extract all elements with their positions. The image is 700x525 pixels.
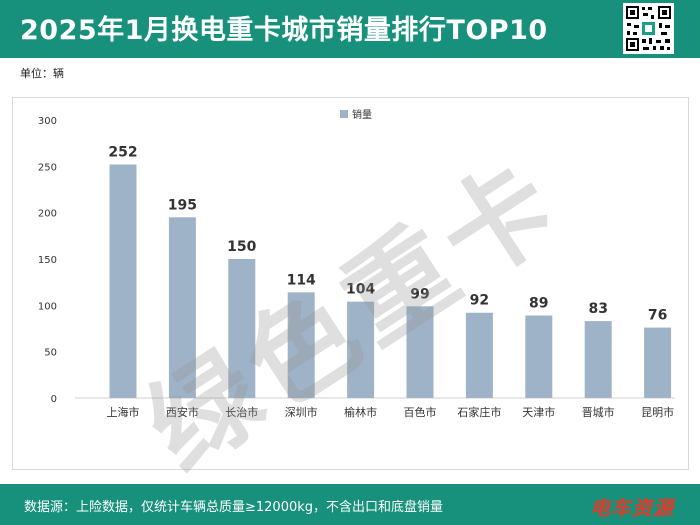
data-label: 92 xyxy=(470,293,489,309)
bar xyxy=(584,321,612,398)
bar xyxy=(109,164,137,398)
page-title: 2025年1月换电重卡城市销量排行TOP10 xyxy=(20,15,548,46)
y-tick-label: 50 xyxy=(44,348,57,359)
data-source-note: 数据源：上险数据，仅统计车辆总质量≥12000kg，不含出口和底盘销量 xyxy=(24,500,444,515)
y-tick-label: 250 xyxy=(38,162,57,173)
brand-logo: 电车资源 xyxy=(590,496,674,520)
bar xyxy=(228,259,256,398)
y-tick-label: 100 xyxy=(38,301,57,312)
data-label: 89 xyxy=(529,296,548,312)
unit-label: 单位：辆 xyxy=(20,67,64,80)
bar xyxy=(347,301,375,398)
data-label: 99 xyxy=(410,286,429,302)
data-label: 252 xyxy=(108,144,137,160)
bar xyxy=(525,315,553,398)
bar xyxy=(287,292,315,398)
data-label: 114 xyxy=(287,272,316,288)
data-label: 83 xyxy=(588,301,607,317)
x-tick-label: 天津市 xyxy=(522,405,555,419)
x-tick-label: 长治市 xyxy=(225,405,258,419)
legend-label: 销量 xyxy=(352,108,372,121)
data-label: 76 xyxy=(648,308,667,324)
bar xyxy=(168,217,196,398)
qr-code-graphic xyxy=(623,3,674,54)
x-tick-label: 百色市 xyxy=(404,405,437,419)
x-tick-label: 深圳市 xyxy=(285,405,318,419)
y-tick-label: 200 xyxy=(38,209,57,220)
bar xyxy=(465,312,493,398)
data-label: 150 xyxy=(227,239,256,255)
x-tick-label: 西安市 xyxy=(166,405,199,419)
x-tick-label: 榆林市 xyxy=(344,405,377,419)
x-tick-label: 晋城市 xyxy=(582,405,615,419)
data-label: 104 xyxy=(346,282,375,298)
y-tick-label: 300 xyxy=(38,116,57,127)
x-tick-label: 昆明市 xyxy=(641,405,674,419)
x-tick-label: 石家庄市 xyxy=(457,405,501,419)
qr-code-icon xyxy=(623,3,674,54)
header-banner: 2025年1月换电重卡城市销量排行TOP10 xyxy=(0,0,700,58)
y-tick-label: 150 xyxy=(38,255,57,266)
legend-swatch xyxy=(340,110,348,118)
data-label: 195 xyxy=(168,197,197,213)
bar xyxy=(406,306,434,398)
y-tick-label: 0 xyxy=(51,394,57,405)
bar xyxy=(644,327,672,398)
x-tick-label: 上海市 xyxy=(107,405,140,419)
footer-banner: 数据源：上险数据，仅统计车辆总质量≥12000kg，不含出口和底盘销量 电车资源 xyxy=(0,484,700,525)
